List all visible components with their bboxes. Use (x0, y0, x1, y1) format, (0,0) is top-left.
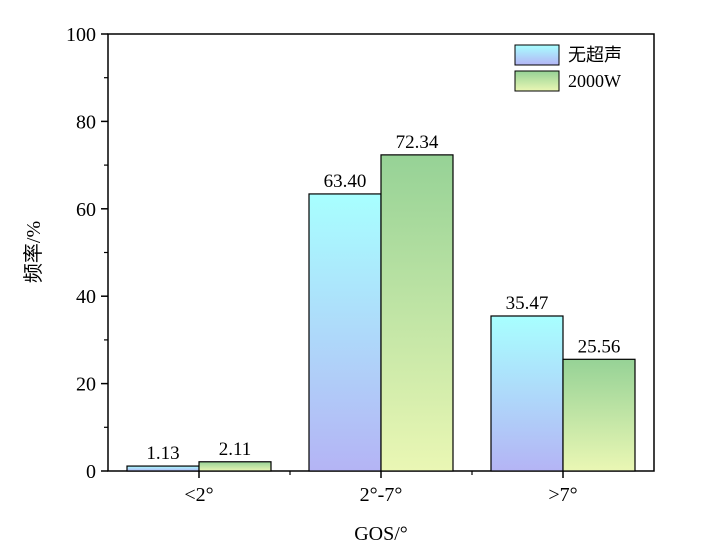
y-tick-label: 80 (76, 111, 96, 133)
bars-group (126, 154, 636, 472)
y-tick-label: 0 (86, 461, 96, 483)
data-label: 25.56 (578, 336, 621, 357)
legend-swatch (514, 70, 560, 92)
bar (126, 465, 200, 472)
bar (562, 358, 636, 472)
bar (198, 461, 272, 472)
legend: 无超声 2000W (514, 44, 622, 92)
bar (380, 154, 454, 472)
y-tick-label: 60 (76, 199, 96, 221)
legend-label: 2000W (568, 71, 621, 91)
x-tick-label: 2°-7° (360, 484, 403, 506)
y-axis-title: 频率/% (22, 221, 45, 283)
x-tick-label: >7° (548, 484, 577, 506)
data-label: 72.34 (396, 132, 439, 153)
x-axis: <2° 2°-7° >7° (184, 471, 578, 506)
bar (308, 193, 382, 472)
data-labels: 1.13 2.11 63.40 72.34 35.47 25.56 (146, 132, 620, 464)
data-label: 63.40 (324, 171, 367, 192)
data-label: 2.11 (219, 439, 252, 460)
legend-swatch (514, 44, 560, 66)
y-tick-label: 100 (66, 24, 96, 46)
legend-label: 无超声 (568, 45, 622, 65)
data-label: 35.47 (506, 293, 549, 314)
y-tick-label: 20 (76, 374, 96, 396)
data-label: 1.13 (146, 443, 179, 464)
bar (490, 315, 564, 472)
x-tick-label: <2° (184, 484, 213, 506)
x-axis-title: GOS/° (354, 523, 408, 545)
y-tick-label: 40 (76, 286, 96, 308)
y-axis: 0 20 40 60 80 100 (66, 24, 108, 483)
